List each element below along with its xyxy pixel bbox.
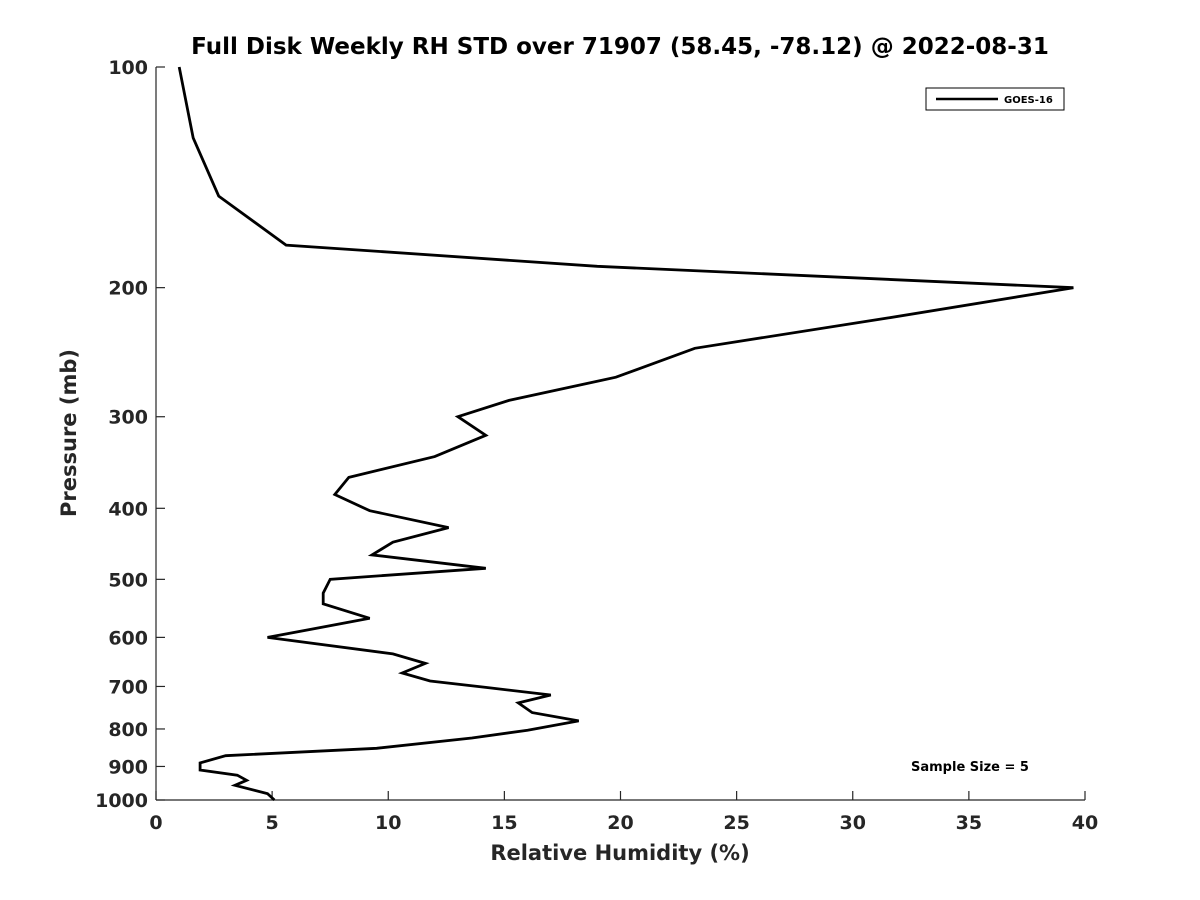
x-tick-label: 25 xyxy=(723,812,749,834)
x-tick-label: 30 xyxy=(840,812,866,834)
y-axis-title: Pressure (mb) xyxy=(57,349,81,517)
y-tick-label: 800 xyxy=(108,719,148,741)
x-tick-label: 10 xyxy=(375,812,401,834)
y-tick-label: 100 xyxy=(108,57,148,79)
y-axis-ticks: 100 200 300 400 500 600 700 800 900 1000 xyxy=(95,57,165,812)
plot-area xyxy=(155,67,1085,801)
y-tick-label: 500 xyxy=(108,569,148,591)
x-tick-label: 5 xyxy=(266,812,279,834)
x-axis-title: Relative Humidity (%) xyxy=(490,841,749,865)
y-tick-label: 400 xyxy=(108,498,148,520)
y-tick-label: 200 xyxy=(108,278,148,300)
y-tick-label: 1000 xyxy=(95,790,148,812)
legend: GOES-16 xyxy=(925,87,1065,111)
y-tick-label: 700 xyxy=(108,676,148,698)
y-tick-label: 600 xyxy=(108,627,148,649)
x-tick-label: 0 xyxy=(149,812,162,834)
legend-label-goes16: GOES-16 xyxy=(1004,95,1053,106)
x-tick-label: 40 xyxy=(1072,812,1098,834)
x-tick-label: 15 xyxy=(491,812,517,834)
series-layer xyxy=(177,66,1074,802)
x-tick-label: 20 xyxy=(607,812,633,834)
series-line-goes16 xyxy=(177,66,1074,802)
x-axis-ticks: 0 5 10 15 20 25 30 35 40 xyxy=(149,791,1098,834)
sample-size-annotation: Sample Size = 5 xyxy=(911,760,1029,775)
x-tick-label: 35 xyxy=(956,812,982,834)
chart-title: Full Disk Weekly RH STD over 71907 (58.4… xyxy=(191,34,1049,60)
y-tick-label: 900 xyxy=(108,756,148,778)
y-tick-label: 300 xyxy=(108,407,148,429)
